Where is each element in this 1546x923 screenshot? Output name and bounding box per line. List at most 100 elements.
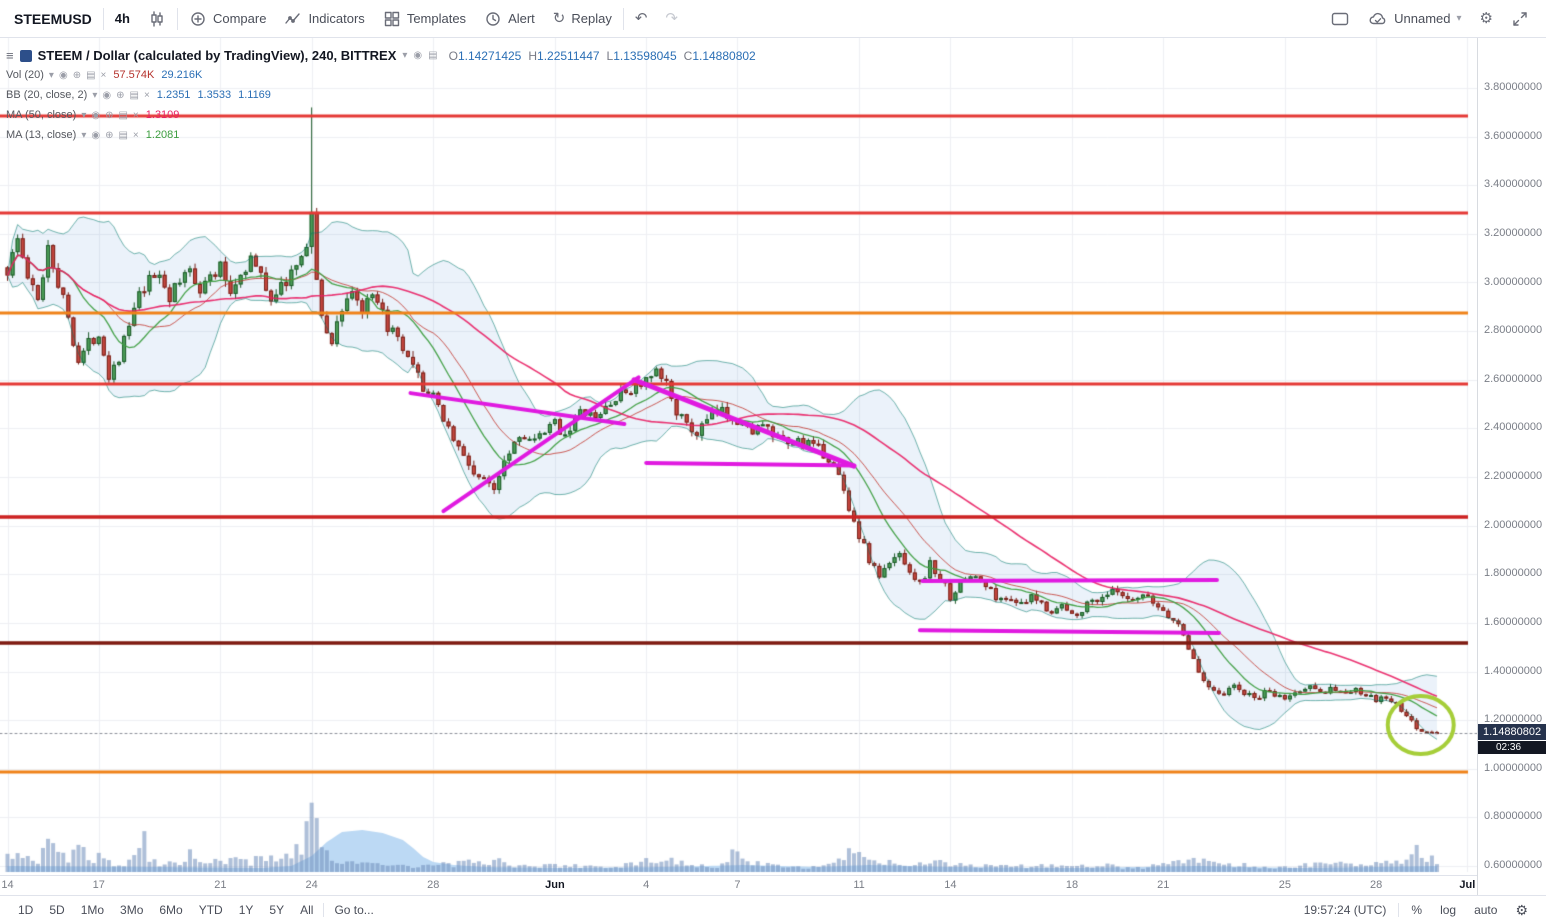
chart-properties-button[interactable]: ⚙	[1471, 0, 1502, 38]
indicator-value: 1.3109	[145, 109, 180, 121]
indicators-button[interactable]: Indicators	[275, 0, 373, 38]
compare-label: Compare	[212, 11, 267, 26]
chevron-down-icon[interactable]: ▾	[48, 69, 54, 81]
axis-settings-gear-icon[interactable]: ⚙	[1515, 901, 1528, 918]
time-tick-label: 28	[1370, 879, 1383, 891]
eye-icon[interactable]: ◉	[102, 89, 112, 101]
footer-right-group: 19:57:24 (UTC) % log auto ⚙	[1296, 901, 1536, 918]
time-tick-label: 17	[92, 879, 105, 891]
replay-button[interactable]: ↻ Replay	[544, 0, 621, 38]
alert-label: Alert	[508, 11, 535, 26]
cloud-save-button[interactable]: Unnamed ▾	[1359, 0, 1470, 38]
range-all[interactable]: All	[300, 902, 314, 917]
price-tick-label: 2.80000000	[1484, 324, 1543, 337]
settings-icon[interactable]: ▤	[118, 109, 128, 121]
chevron-down-icon[interactable]: ▾	[402, 50, 408, 61]
settings-icon[interactable]: ▤	[129, 89, 139, 101]
eye-icon[interactable]: ◉	[413, 50, 423, 61]
auto-scale-button[interactable]: auto	[1474, 902, 1498, 917]
range-5y[interactable]: 5Y	[269, 902, 285, 917]
settings-icon[interactable]: ▤	[86, 69, 96, 81]
compare-icon	[191, 11, 205, 26]
range-3mo[interactable]: 3Mo	[120, 902, 144, 917]
redo-button[interactable]: ↷	[656, 0, 687, 38]
templates-button[interactable]: Templates	[374, 0, 475, 38]
range-ytd[interactable]: YTD	[198, 902, 223, 917]
close-icon[interactable]: ×	[132, 129, 139, 141]
indicator-value: 1.2081	[145, 129, 180, 141]
settings-icon[interactable]: ▤	[428, 50, 438, 61]
price-tick-label: 0.60000000	[1484, 859, 1543, 871]
chevron-down-icon[interactable]: ▾	[92, 89, 98, 101]
plus-icon[interactable]: ⊕	[116, 89, 125, 101]
close-icon[interactable]: ×	[143, 89, 150, 101]
indicator-name[interactable]: Vol (20)	[6, 69, 44, 81]
price-tick-label: 3.20000000	[1484, 226, 1543, 239]
indicator-value: 1.1169	[238, 89, 271, 101]
plus-icon[interactable]: ⊕	[105, 109, 114, 121]
indicators-label: Indicators	[308, 11, 365, 26]
compare-button[interactable]: Compare	[180, 0, 275, 38]
templates-label: Templates	[406, 11, 467, 26]
goto-button[interactable]: Go to...	[334, 902, 374, 917]
price-tick-label: 0.80000000	[1484, 810, 1543, 823]
clock-label[interactable]: 19:57:24 (UTC)	[1303, 902, 1387, 917]
time-tick-label: 7	[734, 879, 741, 891]
range-1y[interactable]: 1Y	[238, 902, 254, 917]
range-5d[interactable]: 5D	[49, 902, 65, 917]
chart-style-button[interactable]	[139, 0, 175, 38]
price-tick-label: 1.20000000	[1484, 713, 1543, 726]
time-tick-label: 21	[214, 879, 227, 891]
settings-icon[interactable]: ▤	[118, 129, 128, 141]
eye-icon[interactable]: ◉	[91, 129, 101, 141]
range-1d[interactable]: 1D	[18, 902, 34, 917]
price-chart-canvas[interactable]	[0, 38, 1477, 875]
range-1mo[interactable]: 1Mo	[80, 902, 105, 917]
indicator-value: 1.3533	[197, 89, 232, 101]
plus-icon[interactable]: ⊕	[72, 69, 82, 81]
alert-clock-icon	[486, 11, 500, 26]
interval-button[interactable]: 4h	[114, 11, 130, 26]
log-scale-button[interactable]: log	[1440, 902, 1457, 917]
eye-icon[interactable]: ◉	[58, 69, 68, 81]
undo-button[interactable]: ↶	[626, 0, 657, 38]
plus-icon[interactable]: ⊕	[105, 129, 114, 141]
legend-menu-icon[interactable]: ≡	[6, 48, 14, 63]
top-toolbar: STEEMUSD 4h Compare Indicators	[0, 0, 1546, 38]
percent-scale-button[interactable]: %	[1411, 902, 1423, 917]
indicator-name[interactable]: MA (50, close)	[6, 109, 77, 121]
fullscreen-button[interactable]	[1502, 0, 1538, 38]
time-axis[interactable]: 14 17 21 24 28 Jun 4 7 11 14 18 21 25 28 Jul	[0, 875, 1477, 895]
indicator-value: 57.574K	[113, 69, 155, 81]
undo-icon: ↶	[634, 10, 648, 27]
price-tick-label: 3.00000000	[1484, 275, 1543, 288]
bottom-toolbar: 1D 5D 1Mo 3Mo 6Mo YTD 1Y 5Y All Go to... 19:57:2…	[0, 895, 1546, 923]
screenshot-button[interactable]	[1321, 0, 1359, 38]
chevron-down-icon: ▾	[1456, 13, 1462, 24]
price-tick-label: 2.20000000	[1484, 470, 1543, 482]
price-tick-label: 1.00000000	[1484, 761, 1543, 774]
eye-icon[interactable]: ◉	[91, 109, 101, 121]
indicator-name[interactable]: MA (13, close)	[6, 129, 77, 141]
toolbar-divider	[102, 7, 104, 30]
close-icon[interactable]: ×	[132, 109, 139, 121]
close-icon[interactable]: ×	[100, 69, 107, 81]
price-tick-label: 2.40000000	[1484, 421, 1543, 434]
time-tick-label: 4	[643, 879, 650, 891]
price-tick-label: 3.40000000	[1484, 178, 1543, 191]
chevron-down-icon[interactable]: ▾	[81, 129, 87, 141]
last-price-tag: 1.14880802	[1478, 723, 1546, 740]
indicator-name[interactable]: BB (20, close, 2)	[6, 89, 88, 101]
legend-symbol-row: ≡ STEEM / Dollar (calculated by TradingV…	[6, 46, 756, 65]
price-tick-label: 1.60000000	[1484, 615, 1543, 628]
price-axis[interactable]: 3.80000000 3.60000000 3.40000000 3.20000000…	[1477, 38, 1546, 895]
legend-symbol-title[interactable]: STEEM / Dollar (calculated by TradingVie…	[37, 48, 397, 63]
alert-button[interactable]: Alert	[475, 0, 544, 38]
chart-legend: ≡ STEEM / Dollar (calculated by TradingV…	[6, 46, 756, 145]
replay-icon: ↻	[552, 10, 566, 27]
toolbar-divider	[622, 7, 624, 30]
indicator-value: 1.2351	[156, 89, 191, 101]
symbol-button[interactable]: STEEMUSD	[14, 10, 92, 27]
chevron-down-icon[interactable]: ▾	[81, 109, 87, 121]
range-6mo[interactable]: 6Mo	[159, 902, 183, 917]
